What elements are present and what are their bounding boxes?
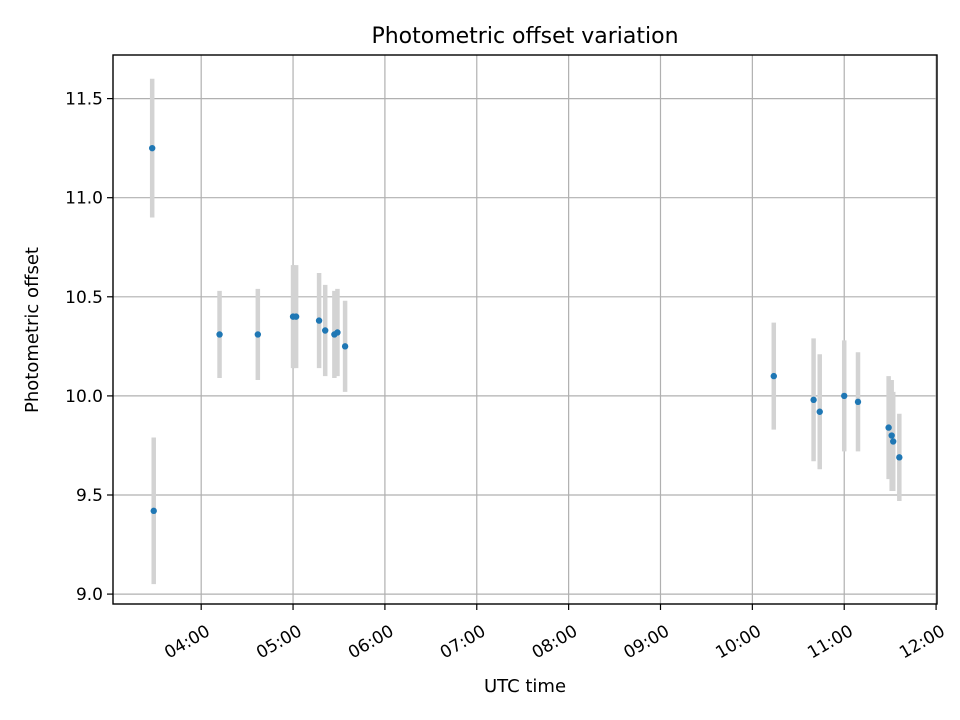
data-point xyxy=(341,343,349,350)
x-tick-label: 04:00 xyxy=(161,621,213,663)
data-point xyxy=(888,432,895,439)
data-point xyxy=(322,327,329,334)
x-axis-label: UTC time xyxy=(484,676,566,697)
data-point xyxy=(254,331,262,338)
y-tick-label: 10.5 xyxy=(65,288,103,308)
data-point xyxy=(816,408,823,415)
data-point xyxy=(292,313,300,320)
x-tick-label: 12:00 xyxy=(896,621,948,663)
x-tick-label: 09:00 xyxy=(621,621,673,663)
data-point xyxy=(334,329,341,336)
x-tick-label: 10:00 xyxy=(712,621,764,663)
x-axis: 04:00 05:00 06:00 07:00 08:00 09:00 10:00 11:00… xyxy=(161,604,949,663)
data-point xyxy=(841,392,848,400)
chart-title: Photometric offset variation xyxy=(371,24,678,49)
x-tick-label: 07:00 xyxy=(437,621,489,663)
data-point xyxy=(150,507,157,515)
x-tick-label: 06:00 xyxy=(345,621,397,663)
error-bars xyxy=(149,78,902,585)
data-point xyxy=(854,398,862,406)
data-point xyxy=(890,438,897,445)
data-point xyxy=(896,454,903,461)
data-point xyxy=(885,424,892,431)
data-points xyxy=(148,144,903,515)
data-point xyxy=(216,331,223,338)
y-tick-label: 11.5 xyxy=(65,90,103,110)
x-tick-label: 05:00 xyxy=(253,621,305,663)
y-axis: 9.0 9.5 10.0 10.5 11.0 11.5 xyxy=(65,90,113,605)
x-tick-label: 08:00 xyxy=(529,621,581,663)
plot-frame xyxy=(112,54,938,605)
data-point xyxy=(770,372,777,380)
y-tick-label: 9.5 xyxy=(76,486,103,506)
data-point xyxy=(810,396,817,404)
y-axis-label: Photometric offset xyxy=(22,247,43,413)
grid xyxy=(113,55,937,604)
y-tick-label: 9.0 xyxy=(76,585,103,605)
data-point xyxy=(148,144,156,152)
x-tick-label: 11:00 xyxy=(804,621,856,663)
y-tick-label: 11.0 xyxy=(65,189,103,209)
y-tick-label: 10.0 xyxy=(65,387,103,407)
data-point xyxy=(315,317,323,324)
